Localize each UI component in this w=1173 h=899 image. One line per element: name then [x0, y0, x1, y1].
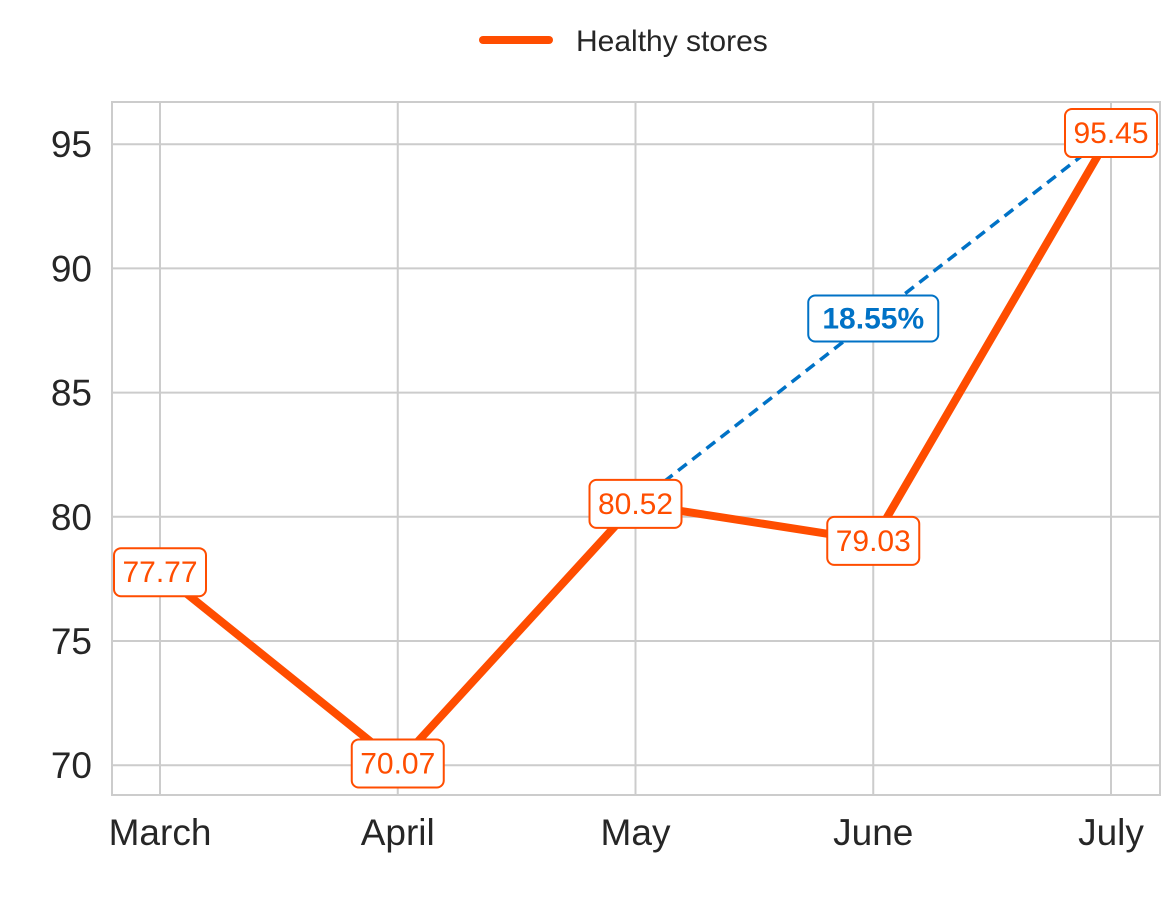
x-axis-ticks: March April May June July	[109, 812, 1145, 853]
data-label-text: 70.07	[360, 747, 435, 780]
x-tick-label: May	[601, 812, 671, 853]
data-label-box	[113, 547, 207, 598]
change-arrow	[634, 131, 1113, 506]
data-label-box	[826, 515, 921, 566]
data-label-text: 80.52	[598, 488, 673, 521]
y-tick-label: 95	[51, 124, 92, 165]
x-tick-label: June	[833, 812, 913, 853]
y-tick-label: 75	[51, 621, 92, 662]
x-tick-label: July	[1078, 812, 1144, 853]
legend: Healthy stores	[479, 25, 768, 58]
data-label: 80.52	[588, 478, 683, 529]
data-label-text: 95.45	[1073, 117, 1148, 150]
data-label-box	[350, 738, 445, 789]
y-tick-label: 85	[51, 373, 92, 414]
y-axis-ticks: 70 75 80 85 90 95	[51, 124, 92, 786]
data-label-box	[1064, 108, 1158, 159]
data-label-box	[588, 478, 683, 529]
gridlines	[112, 102, 1160, 795]
change-label: 18.55%	[822, 302, 924, 335]
plot-frame	[111, 101, 1161, 796]
data-label-text: 77.77	[122, 556, 197, 589]
y-tick-label: 80	[51, 497, 92, 538]
x-tick-label: March	[109, 812, 212, 853]
x-tick-label: April	[361, 812, 435, 853]
change-label-box	[807, 294, 940, 343]
y-tick-label: 70	[51, 745, 92, 786]
data-label: 95.45	[1064, 108, 1158, 159]
change-annotation: 18.55%	[634, 131, 1113, 506]
data-labels: 77.77 70.07 80.52 79.03 95.45	[113, 108, 1158, 789]
data-label: 77.77	[113, 547, 207, 598]
data-label-text: 79.03	[836, 525, 911, 558]
legend-label-healthy-stores: Healthy stores	[576, 25, 768, 58]
data-label: 79.03	[826, 515, 921, 566]
y-tick-label: 90	[51, 248, 92, 289]
data-label: 70.07	[350, 738, 445, 789]
